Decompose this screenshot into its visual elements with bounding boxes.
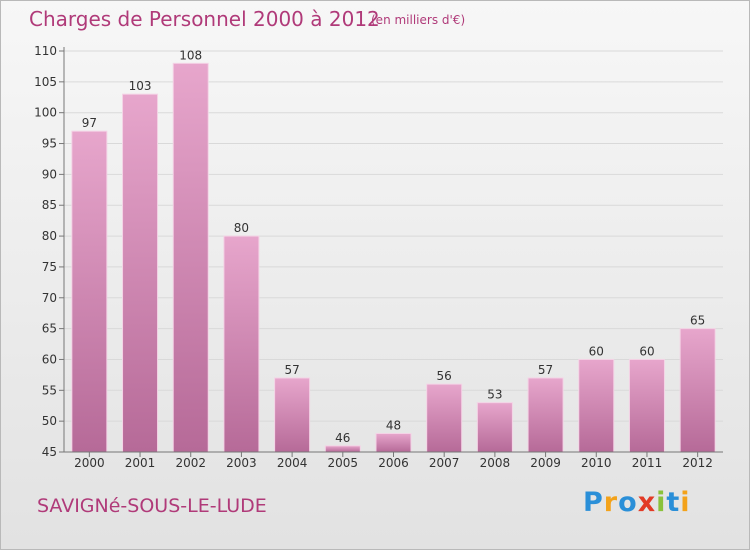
value-label: 48 bbox=[386, 418, 401, 432]
x-tick-label: 2010 bbox=[581, 456, 612, 470]
bar bbox=[476, 402, 513, 453]
y-tick-label: 50 bbox=[42, 414, 57, 428]
x-tick-label: 2003 bbox=[226, 456, 257, 470]
logo-letter: i bbox=[656, 487, 667, 518]
bar bbox=[679, 328, 716, 453]
bar bbox=[628, 358, 665, 453]
value-label: 53 bbox=[487, 388, 502, 402]
y-tick-label: 80 bbox=[42, 229, 57, 243]
logo-letter: o bbox=[618, 487, 638, 518]
x-tick-label: 2007 bbox=[429, 456, 460, 470]
grid-lines bbox=[64, 50, 723, 453]
value-label: 57 bbox=[538, 363, 553, 377]
bar bbox=[375, 432, 412, 453]
labels: 45 50 55 60 65 70 75 80 85 90 95 100 105 110 97 2000 103… bbox=[34, 44, 713, 470]
y-tick-label: 85 bbox=[42, 198, 57, 212]
bar bbox=[527, 377, 564, 453]
y-tick-label: 90 bbox=[42, 167, 57, 181]
bar bbox=[172, 62, 209, 453]
y-tick-label: 55 bbox=[42, 383, 57, 397]
y-tick-label: 65 bbox=[42, 322, 57, 336]
bar bbox=[324, 445, 361, 453]
value-label: 60 bbox=[589, 344, 604, 358]
y-tick-label: 100 bbox=[34, 106, 57, 120]
logo-letter: i bbox=[680, 487, 691, 518]
logo-letter: P bbox=[583, 487, 604, 518]
y-tick-label: 60 bbox=[42, 352, 57, 366]
chart-title: Charges de Personnel 2000 à 2012 bbox=[29, 7, 380, 31]
bar bbox=[71, 130, 108, 453]
value-label: 46 bbox=[335, 431, 350, 445]
bar bbox=[578, 358, 615, 453]
bar bbox=[274, 377, 311, 453]
axes bbox=[59, 47, 723, 457]
value-label: 65 bbox=[690, 314, 705, 328]
x-tick-label: 2001 bbox=[125, 456, 156, 470]
x-tick-label: 2009 bbox=[530, 456, 561, 470]
x-tick-label: 2006 bbox=[378, 456, 409, 470]
proxiti-logo[interactable]: Proxiti bbox=[583, 487, 691, 518]
x-tick-label: 2000 bbox=[74, 456, 105, 470]
y-tick-label: 105 bbox=[34, 75, 57, 89]
y-tick-label: 45 bbox=[42, 445, 57, 459]
x-tick-label: 2004 bbox=[277, 456, 308, 470]
logo-letter: x bbox=[637, 487, 657, 518]
bars bbox=[71, 62, 716, 453]
x-tick-label: 2012 bbox=[682, 456, 713, 470]
bar bbox=[223, 235, 260, 453]
value-label: 108 bbox=[179, 48, 202, 62]
value-label: 80 bbox=[234, 221, 249, 235]
value-label: 56 bbox=[437, 369, 452, 383]
y-tick-label: 95 bbox=[42, 137, 57, 151]
x-tick-label: 2005 bbox=[328, 456, 359, 470]
logo-letter: r bbox=[603, 487, 619, 518]
y-tick-label: 110 bbox=[34, 44, 57, 58]
y-tick-label: 70 bbox=[42, 291, 57, 305]
y-tick-label: 75 bbox=[42, 260, 57, 274]
bar bbox=[122, 93, 159, 453]
x-tick-label: 2002 bbox=[175, 456, 206, 470]
x-tick-label: 2008 bbox=[480, 456, 511, 470]
bar bbox=[426, 383, 463, 453]
value-label: 60 bbox=[639, 344, 654, 358]
chart-subtitle: (en milliers d'€) bbox=[371, 13, 466, 27]
logo-letter: t bbox=[666, 487, 681, 518]
value-label: 97 bbox=[82, 116, 97, 130]
commune-name: SAVIGNé-SOUS-LE-LUDE bbox=[37, 495, 267, 517]
x-tick-label: 2011 bbox=[632, 456, 663, 470]
value-label: 57 bbox=[284, 363, 299, 377]
value-label: 103 bbox=[129, 79, 152, 93]
